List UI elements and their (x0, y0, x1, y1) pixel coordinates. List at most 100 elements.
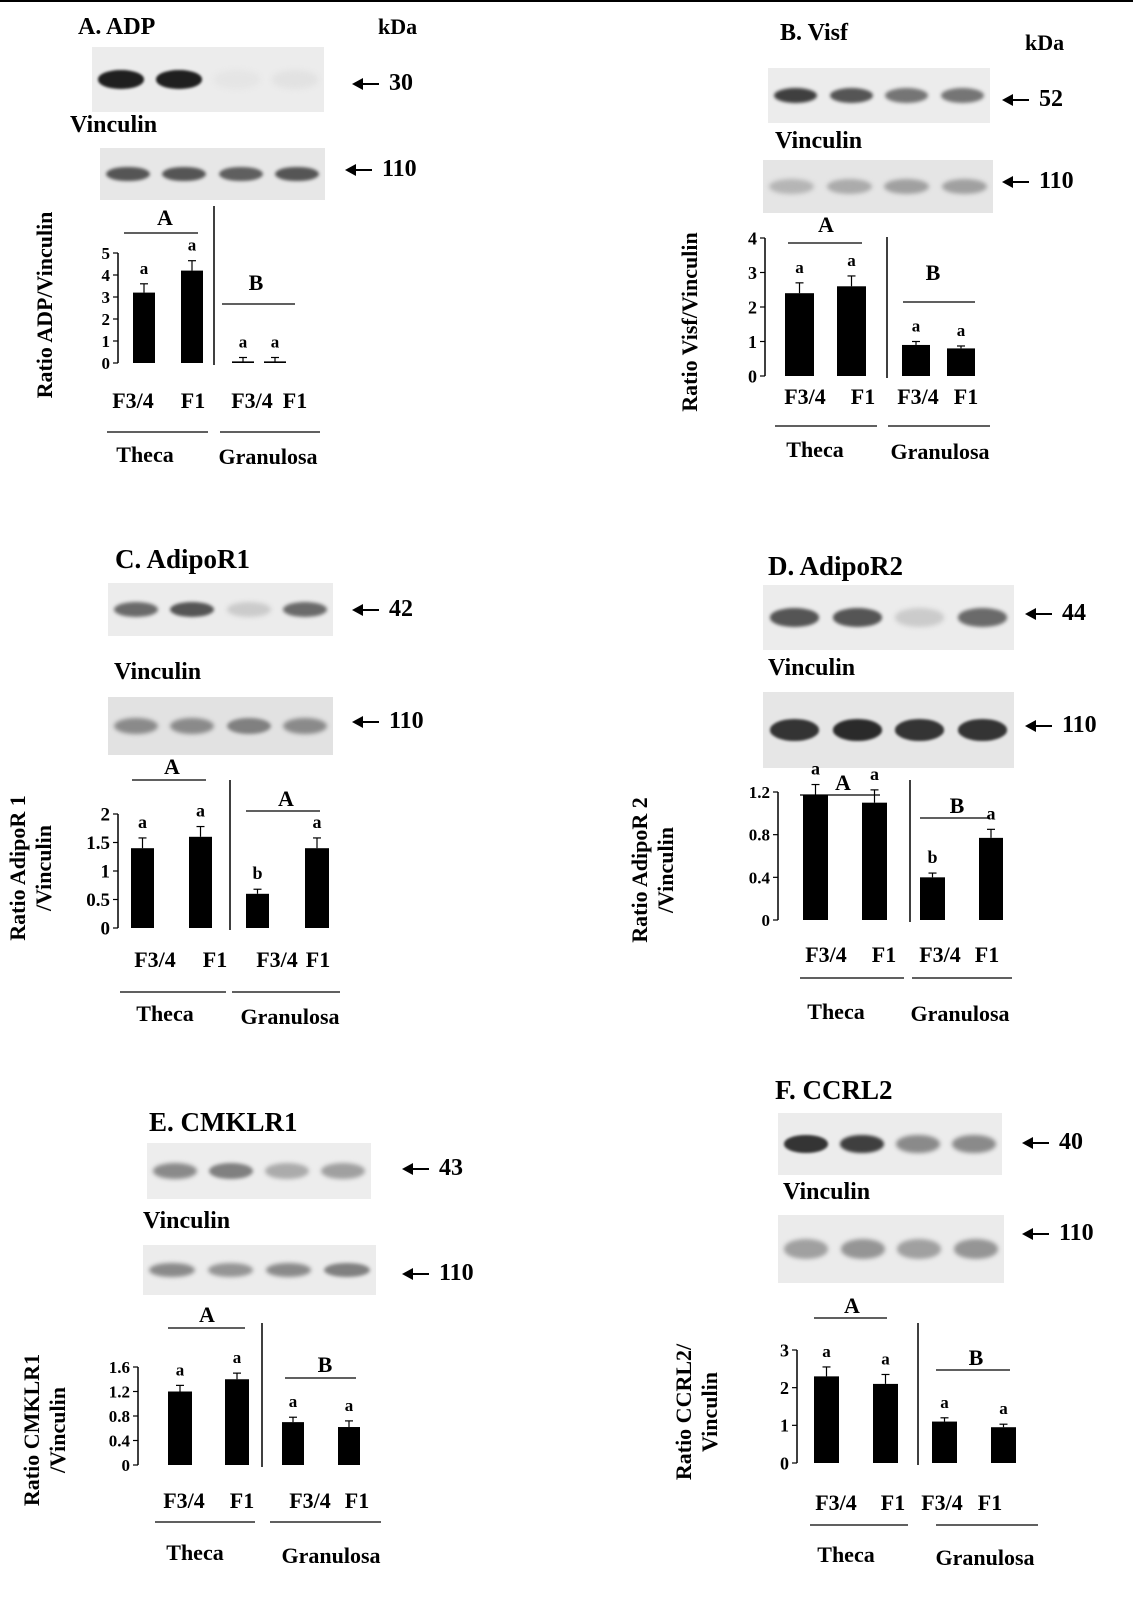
vinculin-blot (108, 697, 333, 755)
vinculin-label: Vinculin (114, 659, 202, 685)
bar-significance-letter: a (233, 1348, 242, 1367)
bar (873, 1383, 898, 1463)
category-label: F3/4 (112, 388, 154, 413)
bar-significance-letter: a (912, 317, 921, 336)
bar (305, 848, 329, 928)
category-label: F1 (345, 1488, 369, 1513)
y-tick-label: 0 (780, 1453, 789, 1473)
target-mw-marker: 43 (402, 1155, 463, 1182)
group-label: Theca (136, 1001, 193, 1026)
bar-significance-letter: a (140, 259, 149, 278)
vinculin-blot (763, 160, 993, 213)
vinculin-mw-label: 110 (382, 156, 417, 182)
bar (131, 848, 154, 928)
blot-band (895, 608, 945, 627)
category-label: F1 (872, 942, 896, 967)
blot-band (214, 70, 260, 89)
blot-band (207, 1263, 254, 1277)
group-significance-letter: A (278, 786, 294, 811)
blot-band (321, 1163, 365, 1179)
target-mw-marker: 44 (1025, 600, 1086, 627)
panel-title: A. ADP (78, 14, 156, 40)
category-label: F3/4 (134, 947, 176, 972)
y-tick-label: 1 (101, 862, 111, 883)
group-label: Theca (817, 1542, 874, 1567)
blot-band (940, 87, 984, 104)
blot-band (226, 602, 271, 617)
vinculin-blot (778, 1215, 1004, 1283)
category-label: F1 (975, 942, 999, 967)
vinculin-blot (100, 148, 325, 200)
blot-band (156, 70, 202, 89)
bar (862, 802, 887, 920)
bar-significance-letter: a (870, 764, 879, 784)
bar-significance-letter: a (196, 801, 205, 821)
target-mw-label: 52 (1039, 86, 1063, 112)
y-tick-label: 1 (102, 332, 111, 351)
blot-band (884, 179, 930, 194)
y-tick-label: 0 (101, 919, 111, 940)
bar (181, 270, 203, 363)
group-label: Granulosa (218, 444, 317, 469)
target-blot (147, 1143, 371, 1199)
top-rule (0, 0, 1133, 2)
blot-band (840, 1135, 884, 1153)
blot-band (170, 717, 215, 735)
panel-title: F. CCRL2 (775, 1075, 893, 1105)
category-label: F3/4 (815, 1490, 857, 1515)
blot-band (114, 717, 159, 735)
vinculin-label: Vinculin (783, 1179, 871, 1205)
bar-significance-letter: a (957, 321, 966, 340)
bar-significance-letter: a (188, 236, 197, 255)
bar (947, 348, 975, 376)
arrow-left-icon (352, 77, 363, 90)
category-label: F1 (181, 388, 205, 413)
blot-band (162, 166, 207, 182)
arrow-left-icon (352, 603, 363, 616)
blot-band (896, 1135, 940, 1153)
vinculin-mw-marker: 110 (345, 156, 417, 183)
blot-band (958, 719, 1008, 741)
bar (189, 836, 212, 928)
vinculin-blot (143, 1245, 376, 1295)
bar (932, 1421, 957, 1463)
vinculin-mw-label: 110 (389, 708, 424, 734)
vinculin-label: Vinculin (143, 1208, 231, 1234)
y-tick-label: 0.8 (749, 826, 770, 845)
y-tick-label: 1.2 (749, 783, 770, 802)
y-tick-label: 1.5 (86, 833, 110, 854)
bar-significance-letter: a (822, 1342, 831, 1361)
arrow-left-icon (1002, 93, 1013, 106)
category-label: F3/4 (289, 1488, 331, 1513)
group-significance-letter: A (818, 212, 834, 237)
bar (785, 293, 814, 376)
y-axis-label: Ratio CCRL2/ (671, 1343, 696, 1480)
y-tick-label: 0 (122, 1456, 131, 1475)
vinculin-label: Vinculin (70, 112, 158, 138)
panel-title: B. Visf (780, 20, 849, 46)
bar-significance-letter: a (138, 812, 147, 832)
vinculin-mw-marker: 110 (1025, 712, 1097, 739)
kda-label: kDa (378, 14, 418, 39)
y-tick-label: 5 (102, 244, 111, 263)
blot-band (274, 166, 319, 182)
group-label: Granulosa (935, 1545, 1034, 1570)
y-axis-label: Ratio ADP/Vinculin (32, 212, 57, 399)
group-label: Granulosa (240, 1004, 339, 1029)
y-tick-label: 1.2 (109, 1382, 130, 1401)
panel-title: C. AdipoR1 (115, 544, 251, 574)
blot-band (784, 1239, 829, 1259)
blot-band (774, 87, 818, 104)
bar-significance-letter: a (239, 333, 248, 352)
y-tick-label: 2 (780, 1378, 789, 1398)
target-mw-label: 42 (389, 596, 413, 622)
y-tick-label: 3 (748, 263, 757, 283)
blot-band (885, 87, 929, 104)
category-label: F1 (283, 388, 307, 413)
y-tick-label: 4 (102, 266, 111, 285)
vinculin-blot (763, 692, 1014, 768)
group-significance-letter: A (844, 1293, 860, 1318)
blot-band (149, 1263, 195, 1277)
